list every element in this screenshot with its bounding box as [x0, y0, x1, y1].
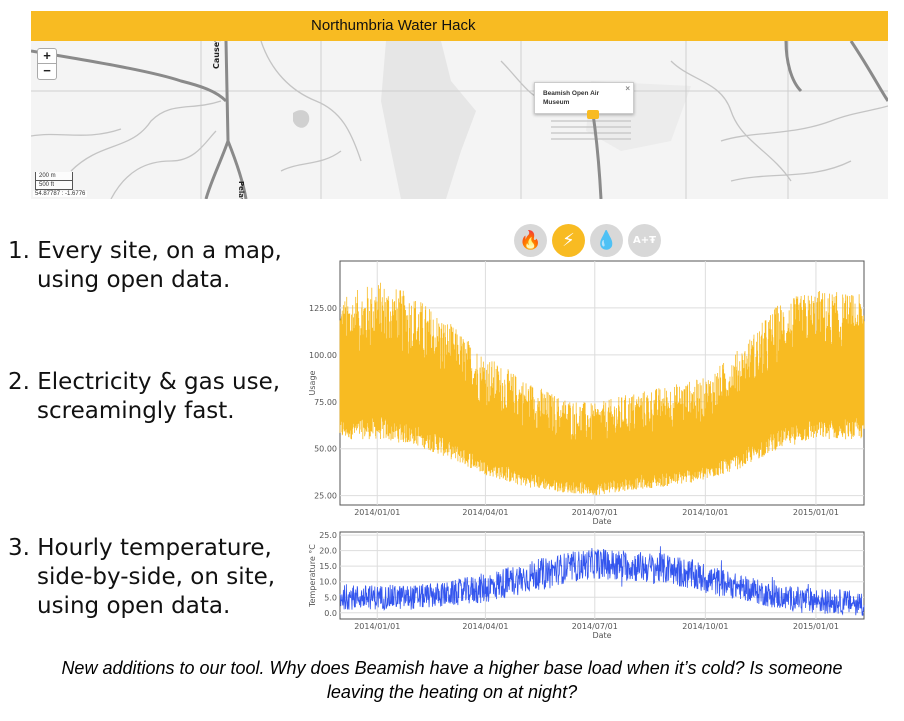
bullet-line: using open data.: [37, 593, 231, 619]
site-map[interactable]: Causey Pelaw + − 200 m 500 ft 54.87787 :…: [31, 41, 888, 199]
y-tick-label: 20.0: [319, 547, 337, 556]
y-axis-label: Temperature °C: [308, 544, 317, 608]
map-coordinates: 54.87787 : -1.6776: [33, 191, 88, 197]
x-tick-label: 2014/07/01: [572, 622, 618, 631]
y-tick-label: 75.00: [314, 398, 337, 407]
map-tiles: Causey Pelaw: [31, 41, 888, 199]
usage-chart: 25.00 50.00 75.00 100.00 125.00 2014/01/01 201…: [308, 260, 865, 526]
x-tick-label: 2014/04/01: [462, 622, 508, 631]
y-tick-label: 100.00: [309, 351, 337, 360]
y-tick-label: 5.0: [324, 593, 337, 602]
map-pond: [293, 110, 310, 128]
temperature-az-icon[interactable]: A+Ŧ: [628, 224, 661, 257]
map-road-label: Pelaw: [237, 181, 245, 199]
bullet-line: using open data.: [37, 267, 231, 293]
feature-bullet-2: 2. Electricity & gas use, screamingly fa…: [8, 368, 280, 426]
y-tick-label: 25.0: [319, 531, 337, 540]
x-tick-label: 2014/01/01: [354, 508, 400, 517]
y-axis-label: Usage: [308, 370, 317, 395]
popup-site-name: Beamish Open Air Museum: [543, 90, 600, 106]
y-tick-label: 0.0: [324, 609, 337, 618]
y-tick-label: 15.0: [319, 562, 337, 571]
x-tick-label: 2014/10/01: [682, 622, 728, 631]
x-tick-label: 2014/07/01: [572, 508, 618, 517]
map-scale: 200 m 500 ft: [35, 172, 73, 190]
popup-close-icon[interactable]: ×: [625, 84, 630, 93]
temperature-series: [339, 546, 865, 616]
feature-bullet-1: 1. Every site, on a map, using open data…: [8, 237, 282, 295]
map-grid: [31, 41, 888, 199]
y-tick-label: 25.00: [314, 492, 337, 501]
feature-bullet-3: 3. Hourly temperature, side-by-side, on …: [8, 534, 275, 621]
app-header-bar: Northumbria Water Hack: [31, 11, 888, 42]
slide-caption: New additions to our tool. Why does Beam…: [0, 656, 904, 704]
map-area-patch: [381, 41, 476, 199]
x-tick-label: 2015/01/01: [793, 622, 839, 631]
electricity-bolt-icon[interactable]: ⚡: [552, 224, 585, 257]
bullet-line: screamingly fast.: [37, 398, 235, 424]
bullet-line: 3. Hourly temperature,: [8, 535, 272, 561]
x-tick-label: 2014/10/01: [682, 508, 728, 517]
zoom-out-button[interactable]: −: [37, 63, 57, 80]
bullet-line: 2. Electricity & gas use,: [8, 369, 281, 395]
x-axis-label: Date: [592, 631, 611, 640]
bullet-line: 1. Every site, on a map,: [8, 238, 282, 264]
scale-imperial: 500 ft: [35, 181, 73, 190]
caption-line: leaving the heating on at night?: [326, 682, 578, 702]
caption-line: New additions to our tool. Why does Beam…: [61, 658, 843, 678]
y-tick-label: 125.00: [309, 304, 337, 313]
usage-series: [339, 282, 865, 496]
x-tick-label: 2014/04/01: [462, 508, 508, 517]
x-tick-label: 2014/01/01: [354, 622, 400, 631]
gas-flame-icon[interactable]: 🔥: [514, 224, 547, 257]
scale-metric: 200 m: [35, 172, 73, 181]
x-axis-label: Date: [592, 517, 611, 526]
temperature-chart: 0.0 5.0 10.0 15.0 20.0 25.0 2014/01/01 2014/04/…: [308, 531, 865, 640]
bullet-line: side-by-side, on site,: [37, 564, 276, 590]
site-marker-icon[interactable]: [587, 110, 599, 119]
water-drop-icon[interactable]: 💧: [590, 224, 623, 257]
y-tick-label: 10.0: [319, 578, 337, 587]
app-title: Northumbria Water Hack: [311, 17, 476, 34]
map-road-label: Causey: [212, 41, 221, 69]
x-tick-label: 2015/01/01: [793, 508, 839, 517]
y-tick-label: 50.00: [314, 445, 337, 454]
map-popup: Beamish Open Air Museum ×: [534, 82, 634, 114]
